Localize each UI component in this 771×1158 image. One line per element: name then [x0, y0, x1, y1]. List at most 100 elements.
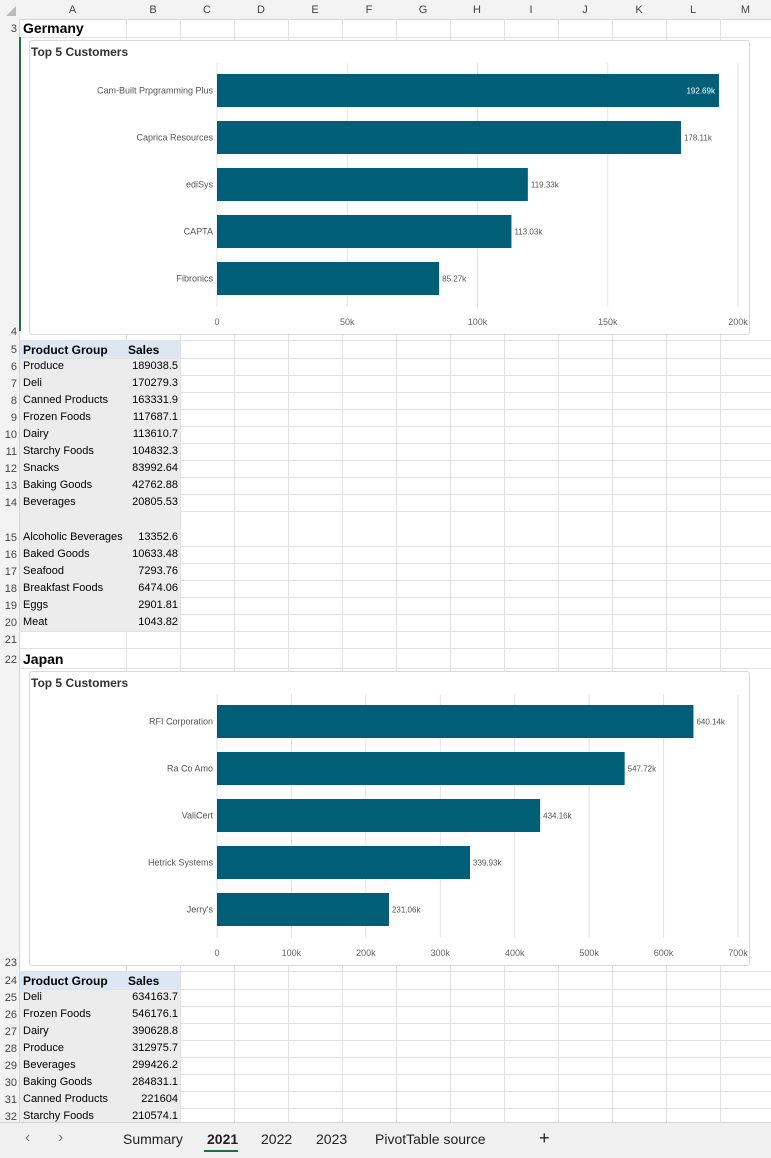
germany-product-cell[interactable]: Seafood: [23, 565, 64, 577]
japan-product-cell[interactable]: Produce: [23, 1042, 64, 1054]
germany-chart[interactable]: Top 5 Customers 0 50k 100k 150k 200k Cam-Buil…: [29, 40, 750, 335]
row-header-9[interactable]: 9: [10, 412, 17, 424]
column-header-g[interactable]: G: [418, 4, 428, 16]
japan-sales-cell[interactable]: 634163.7: [132, 991, 178, 1003]
japan-product-cell[interactable]: Starchy Foods: [23, 1110, 94, 1122]
tab-pivottable-source[interactable]: PivotTable source: [375, 1131, 486, 1147]
germany-product-cell[interactable]: Beverages: [23, 496, 76, 508]
row-header-17[interactable]: 17: [4, 566, 17, 578]
japan-product-cell[interactable]: Deli: [23, 991, 42, 1003]
tab-summary[interactable]: Summary: [123, 1131, 183, 1147]
row-header-3[interactable]: 3: [10, 23, 17, 35]
row-header-20[interactable]: 20: [4, 617, 17, 629]
row-header-29[interactable]: 29: [4, 1060, 17, 1072]
japan-sales-cell[interactable]: 390628.8: [132, 1025, 178, 1037]
row-header-10[interactable]: 10: [4, 429, 17, 441]
column-header-d[interactable]: D: [257, 4, 265, 16]
row-header-15[interactable]: 15: [4, 532, 17, 544]
germany-sales-cell[interactable]: 113610.7: [132, 428, 178, 440]
column-header-a[interactable]: A: [68, 4, 77, 16]
row-header-21[interactable]: 21: [4, 634, 17, 646]
add-sheet-icon[interactable]: +: [539, 1128, 550, 1148]
japan-chart[interactable]: Top 5 Customers 0 100k 200k 300k 400k 500k 600…: [29, 671, 750, 966]
tab-2021[interactable]: 2021: [207, 1131, 239, 1147]
germany-product-cell[interactable]: Dairy: [23, 428, 49, 440]
japan-sales-cell[interactable]: 546176.1: [132, 1008, 178, 1020]
row-header-26[interactable]: 26: [4, 1009, 17, 1021]
japan-sales-cell[interactable]: 312975.7: [132, 1042, 178, 1054]
japan-product-cell[interactable]: Frozen Foods: [23, 1008, 91, 1020]
germany-sales-cell[interactable]: 42762.88: [132, 479, 178, 491]
germany-sales-cell[interactable]: 104832.3: [132, 445, 178, 457]
row-header-28[interactable]: 28: [4, 1043, 17, 1055]
column-header-e[interactable]: E: [311, 4, 319, 16]
germany-product-cell[interactable]: Canned Products: [23, 394, 108, 406]
germany-sales-cell[interactable]: 83992.64: [132, 462, 178, 474]
row-header-6[interactable]: 6: [10, 361, 17, 373]
germany-product-cell[interactable]: Breakfast Foods: [23, 582, 104, 594]
row-header-4[interactable]: 4: [10, 326, 17, 338]
row-header-8[interactable]: 8: [10, 395, 17, 407]
column-header-h[interactable]: H: [473, 4, 481, 16]
germany-sales-cell[interactable]: 163331.9: [132, 394, 178, 406]
germany-product-cell[interactable]: Eggs: [23, 599, 49, 611]
column-header-i[interactable]: I: [529, 4, 533, 16]
germany-sales-cell[interactable]: 2901.81: [138, 599, 178, 611]
column-header-b[interactable]: B: [149, 4, 157, 16]
germany-product-cell[interactable]: Alcoholic Beverages: [23, 531, 123, 543]
row-header-23[interactable]: 23: [4, 957, 17, 969]
germany-product-cell[interactable]: Baked Goods: [23, 548, 90, 560]
column-header-c[interactable]: C: [203, 4, 211, 16]
prev-sheet-icon[interactable]: ‹: [25, 1129, 31, 1146]
germany-product-cell[interactable]: Baking Goods: [23, 479, 93, 491]
row-header-13[interactable]: 13: [4, 480, 17, 492]
row-header-5[interactable]: 5: [10, 344, 17, 356]
column-header-l[interactable]: L: [689, 4, 697, 16]
row-header-14[interactable]: 14: [4, 497, 17, 509]
japan-sales-cell[interactable]: 210574.1: [132, 1110, 178, 1122]
germany-sales-cell[interactable]: 20805.53: [132, 496, 178, 508]
row-header-32[interactable]: 32: [4, 1111, 17, 1123]
row-header-18[interactable]: 18: [4, 583, 17, 595]
japan-sales-cell[interactable]: 284831.1: [132, 1076, 178, 1088]
germany-sales-cell[interactable]: 7293.76: [138, 565, 178, 577]
column-header-m[interactable]: M: [740, 4, 751, 16]
select-all-corner[interactable]: [0, 0, 19, 19]
row-header-16[interactable]: 16: [4, 549, 17, 561]
germany-product-cell[interactable]: Deli: [23, 377, 42, 389]
row-header-7[interactable]: 7: [10, 378, 17, 390]
japan-product-cell[interactable]: Baking Goods: [23, 1076, 93, 1088]
tab-2022[interactable]: 2022: [261, 1131, 293, 1147]
row-header-27[interactable]: 27: [4, 1026, 17, 1038]
germany-sales-cell[interactable]: 117687.1: [132, 411, 178, 423]
germany-sales-cell[interactable]: 1043.82: [138, 616, 178, 628]
germany-product-cell[interactable]: Produce: [23, 360, 64, 372]
column-header-j[interactable]: J: [582, 4, 588, 16]
japan-product-cell[interactable]: Beverages: [23, 1059, 76, 1071]
germany-sales-cell[interactable]: 13352.6: [138, 531, 178, 543]
next-sheet-icon[interactable]: ›: [58, 1129, 64, 1146]
germany-product-cell[interactable]: Starchy Foods: [23, 445, 94, 457]
germany-sales-cell[interactable]: 6474.06: [138, 582, 178, 594]
japan-product-cell[interactable]: Dairy: [23, 1025, 49, 1037]
row-header-19[interactable]: 19: [4, 600, 17, 612]
column-header-f[interactable]: F: [365, 4, 373, 16]
column-header-k[interactable]: K: [635, 4, 643, 16]
japan-sales-cell[interactable]: 299426.2: [132, 1059, 178, 1071]
germany-sales-cell[interactable]: 189038.5: [132, 360, 178, 372]
germany-product-cell[interactable]: Meat: [23, 616, 48, 628]
tab-2023[interactable]: 2023: [316, 1131, 348, 1147]
row-header-11[interactable]: 11: [5, 446, 17, 458]
row-header-12[interactable]: 12: [4, 463, 17, 475]
row-header-22[interactable]: 22: [4, 654, 17, 666]
germany-product-cell[interactable]: Snacks: [23, 462, 60, 474]
germany-sales-cell[interactable]: 10633.48: [132, 548, 178, 560]
row-header-25[interactable]: 25: [4, 992, 17, 1004]
germany-product-cell[interactable]: Frozen Foods: [23, 411, 91, 423]
japan-sales-cell[interactable]: 221604: [141, 1093, 178, 1105]
row-header-31[interactable]: 31: [4, 1094, 17, 1106]
japan-product-cell[interactable]: Canned Products: [23, 1093, 108, 1105]
germany-sales-cell[interactable]: 170279.3: [132, 377, 178, 389]
row-header-24[interactable]: 24: [4, 975, 17, 987]
row-header-30[interactable]: 30: [4, 1077, 17, 1089]
